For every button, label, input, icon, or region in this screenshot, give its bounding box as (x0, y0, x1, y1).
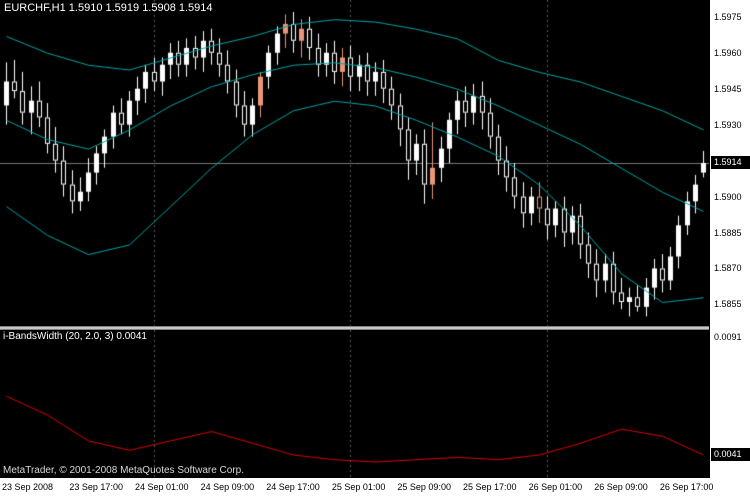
indicator-tick-label: 0.0091 (714, 332, 742, 343)
current-price-box: 1.5914 (711, 156, 750, 169)
panel-splitter[interactable] (0, 326, 709, 330)
time-label: 23 Sep 2008 (2, 482, 54, 492)
time-label: 24 Sep 17:00 (266, 482, 320, 492)
price-tick-label: 1.5870 (714, 263, 742, 274)
time-label: 26 Sep 09:00 (594, 482, 648, 492)
time-axis[interactable]: 23 Sep 2008 23 Sep 17:00 24 Sep 01:00 24 Se… (0, 478, 750, 500)
price-tick-label: 1.5900 (714, 191, 742, 202)
price-tick-label: 1.5930 (714, 119, 742, 130)
time-label: 26 Sep 01:00 (528, 482, 583, 492)
main-chart-panel[interactable]: EURCHF,H1 1.5910 1.5919 1.5908 1.5914 (0, 0, 709, 326)
indicator-canvas[interactable] (0, 330, 709, 478)
time-label: 25 Sep 01:00 (331, 482, 386, 492)
time-label: 25 Sep 09:00 (397, 482, 451, 492)
price-chart-canvas[interactable] (0, 0, 709, 326)
price-tick-label: 1.5885 (714, 227, 742, 238)
price-tick-label: 1.5945 (714, 83, 742, 94)
time-label: 26 Sep 17:00 (659, 482, 714, 492)
time-label: 25 Sep 17:00 (463, 482, 517, 492)
price-axis: 1.5975 1.5960 1.5945 1.5930 1.5900 1.5885 1.58… (709, 0, 750, 478)
price-tick-label: 1.5855 (714, 299, 742, 310)
indicator-title: i-BandsWidth (20, 2.0, 3) 0.0041 (3, 331, 147, 342)
copyright-text: MetaTrader, © 2001-2008 MetaQuotes Softw… (3, 465, 245, 476)
chart-title: EURCHF,H1 1.5910 1.5919 1.5908 1.5914 (4, 2, 213, 14)
time-label: 23 Sep 17:00 (69, 482, 123, 492)
time-label: 24 Sep 01:00 (135, 482, 189, 492)
price-tick-label: 1.5975 (714, 11, 742, 22)
price-tick-label: 1.5960 (714, 47, 742, 58)
indicator-panel[interactable]: i-BandsWidth (20, 2.0, 3) 0.0041 MetaTra… (0, 330, 709, 478)
time-label: 24 Sep 09:00 (200, 482, 255, 492)
indicator-value-box: 0.0041 (711, 447, 750, 461)
